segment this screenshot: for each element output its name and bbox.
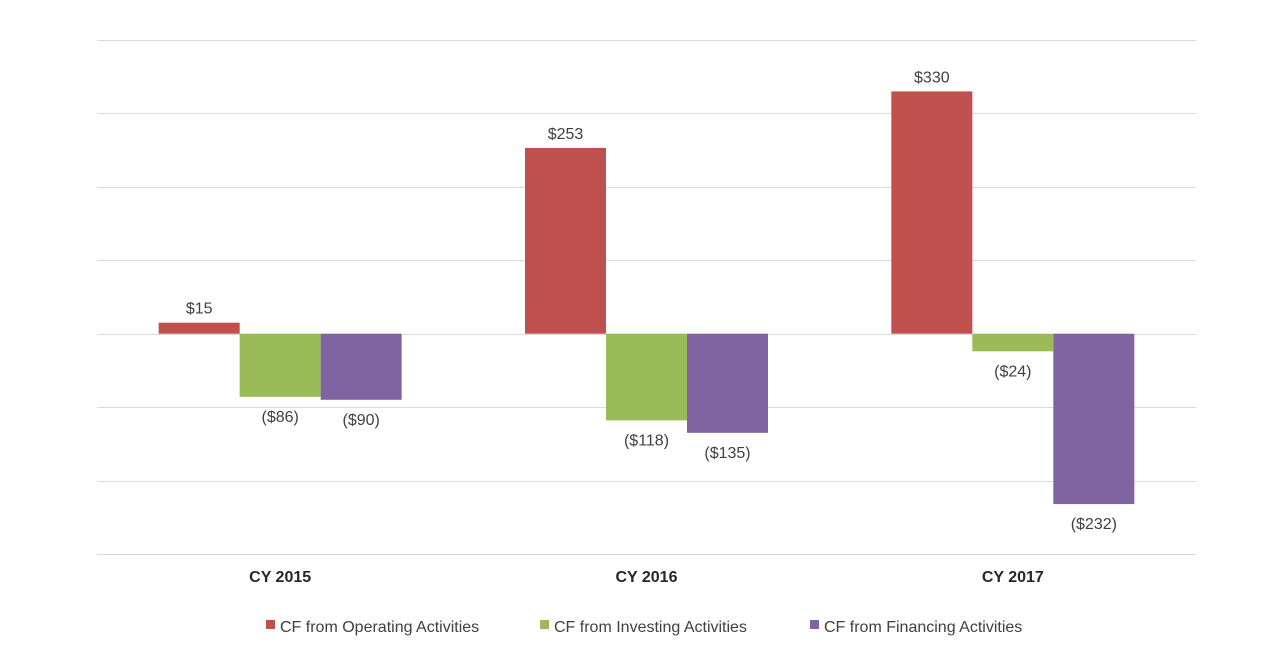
bar-cf-from-operating-activities bbox=[158, 322, 240, 334]
data-label: ($135) bbox=[704, 445, 750, 462]
category-labels: CY 2015 CY 2016 CY 2017 bbox=[249, 569, 1044, 586]
legend-swatch bbox=[266, 620, 275, 629]
category-label: CY 2017 bbox=[982, 569, 1044, 586]
bar-cf-from-investing-activities bbox=[972, 333, 1054, 352]
bar-cf-from-financing-activities bbox=[320, 333, 402, 400]
bar-cf-from-operating-activities bbox=[891, 91, 973, 334]
bar-cf-from-financing-activities bbox=[687, 333, 768, 433]
data-label: $253 bbox=[548, 126, 584, 143]
data-label: ($24) bbox=[994, 363, 1031, 380]
legend-label: CF from Investing Activities bbox=[554, 619, 747, 636]
data-label: $15 bbox=[186, 301, 213, 318]
legend-swatch bbox=[540, 620, 549, 629]
data-label: ($232) bbox=[1071, 516, 1117, 533]
bar-cf-from-operating-activities bbox=[525, 147, 606, 334]
gridlines bbox=[97, 40, 1196, 555]
data-label: ($86) bbox=[261, 409, 298, 426]
bar-cf-from-investing-activities bbox=[606, 333, 687, 421]
legend: CF from Operating Activities CF from Inve… bbox=[266, 619, 1022, 636]
data-label: ($118) bbox=[624, 432, 669, 449]
data-label: $330 bbox=[914, 69, 950, 86]
category-label: CY 2016 bbox=[616, 569, 678, 586]
bar-cf-from-investing-activities bbox=[239, 333, 321, 397]
legend-swatch bbox=[810, 620, 819, 629]
data-labels: $15 ($86) ($90) $253 ($118) ($135) $330 ($24) ($… bbox=[186, 69, 1117, 533]
legend-label: CF from Operating Activities bbox=[280, 619, 479, 636]
legend-label: CF from Financing Activities bbox=[824, 619, 1022, 636]
category-label: CY 2015 bbox=[249, 569, 311, 586]
bars bbox=[158, 91, 1135, 505]
bar-cf-from-financing-activities bbox=[1053, 333, 1135, 505]
data-label: ($90) bbox=[342, 412, 379, 429]
